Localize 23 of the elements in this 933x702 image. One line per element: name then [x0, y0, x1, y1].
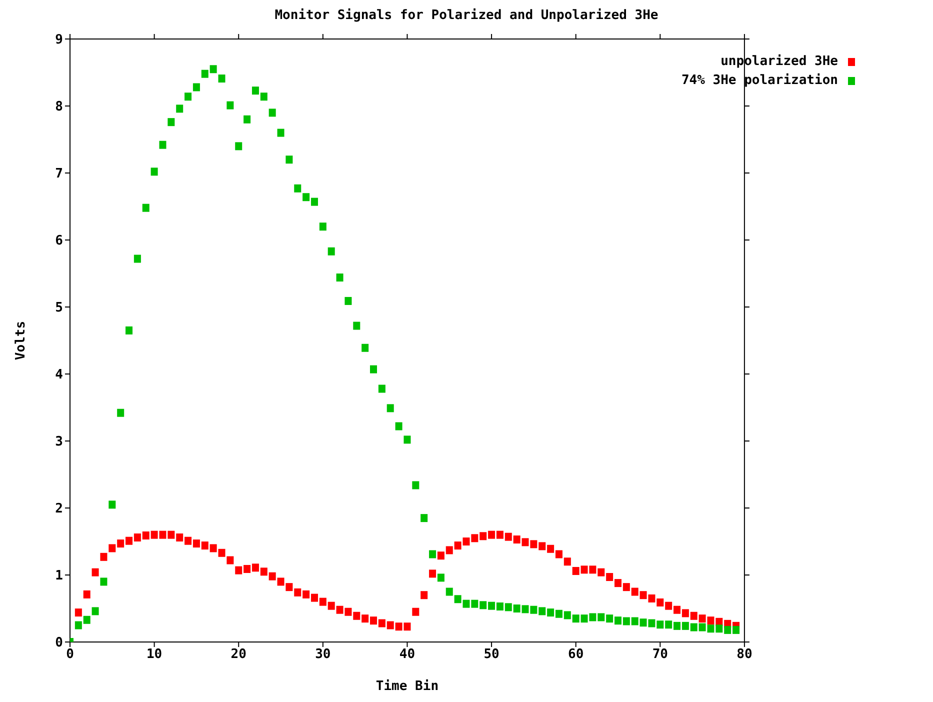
x-tick-label: 0 [66, 647, 74, 662]
y-tick-label: 9 [55, 32, 63, 48]
y-tick-label: 6 [55, 234, 64, 249]
legend-label: 74% 3He polarization [681, 73, 838, 88]
y-axis-title: Volts [14, 320, 29, 360]
x-tick-label: 70 [652, 647, 668, 662]
x-tick-label: 60 [568, 647, 584, 662]
x-tick-label: 10 [146, 647, 162, 662]
y-tick-label: 7 [55, 166, 63, 182]
y-tick-label: 3 [55, 434, 63, 450]
chart-title: Monitor Signals for Polarized and Unpolarized 3He [274, 8, 660, 23]
y-tick-label: 4 [55, 368, 64, 383]
y-tick-label: 2 [55, 502, 63, 517]
x-axis-title: Time Bin [376, 679, 439, 694]
y-tick-label: 5 [55, 300, 63, 316]
x-tick-label: 20 [230, 647, 247, 662]
x-tick-label: 30 [315, 647, 331, 662]
y-tick-label: 1 [55, 568, 64, 584]
y-tick-label: 0 [55, 636, 64, 651]
y-tick-label: 8 [55, 100, 64, 115]
x-tick-label: 40 [399, 647, 416, 662]
x-tick-label: 80 [736, 647, 752, 662]
x-tick-label: 50 [484, 647, 500, 662]
